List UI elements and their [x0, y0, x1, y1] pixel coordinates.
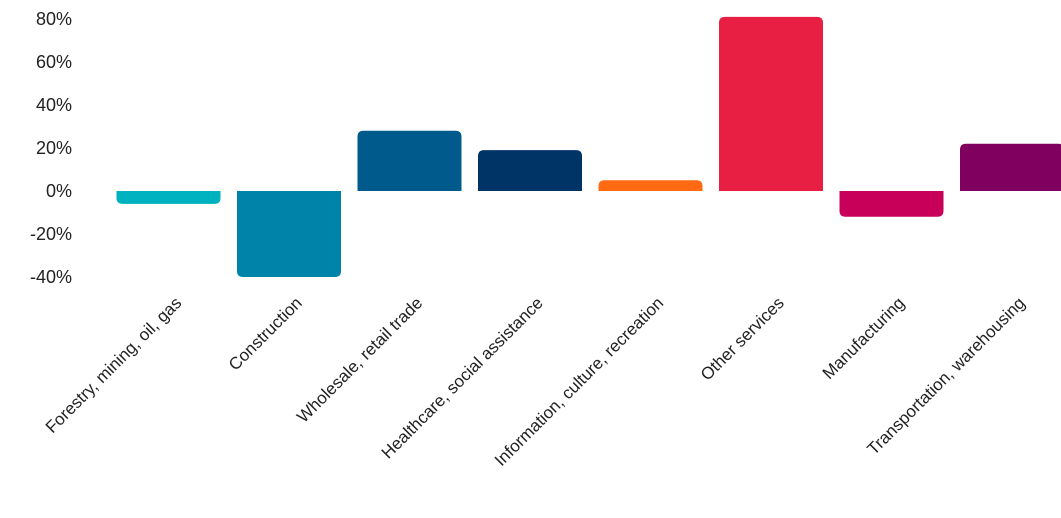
y-tick-label: -40% [30, 267, 72, 287]
bar-manufacturing [839, 191, 944, 217]
y-tick-label: 40% [36, 95, 72, 115]
bar-information-culture-recreation [598, 180, 703, 191]
bars [116, 16, 1061, 277]
y-tick-label: -20% [30, 224, 72, 244]
bar-forestry-mining-oil-gas [116, 191, 221, 204]
y-tick-label: 60% [36, 52, 72, 72]
y-tick-label: 80% [36, 9, 72, 29]
x-tick-label: Forestry, mining, oil, gas [42, 293, 185, 436]
bar-transportation-warehousing [960, 143, 1061, 191]
bar-healthcare-social-assistance [478, 150, 582, 191]
x-tick-label: Manufacturing [819, 293, 909, 383]
x-tick-label: Wholesale, retail trade [293, 293, 426, 426]
bar-other-services [719, 16, 823, 191]
x-tick-label: Construction [225, 293, 306, 374]
bar-construction [237, 191, 341, 277]
bar-wholesale-retail-trade [357, 130, 462, 191]
y-tick-label: 0% [46, 181, 72, 201]
y-tick-label: 20% [36, 138, 72, 158]
y-axis: 80% 60% 40% 20% 0% -20% -40% [30, 9, 72, 287]
x-tick-label: Other services [697, 293, 788, 384]
x-axis: Forestry, mining, oil, gas ConstructionWh… [42, 293, 1029, 469]
